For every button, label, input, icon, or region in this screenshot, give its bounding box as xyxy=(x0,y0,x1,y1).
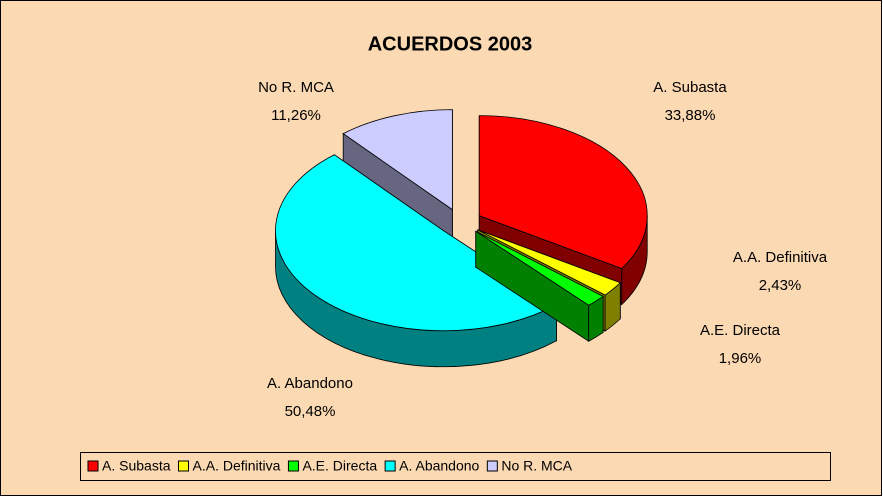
data-label-name: A.E. Directa xyxy=(700,322,781,339)
data-label-value: 33,88% xyxy=(665,107,716,124)
legend-label: No R. MCA xyxy=(501,458,572,474)
legend-label: A.A. Definitiva xyxy=(193,458,281,474)
slice xyxy=(475,230,604,306)
chart-title: ACUERDOS 2003 xyxy=(368,33,533,55)
data-label-name: A. Subasta xyxy=(653,79,727,96)
legend-swatch xyxy=(486,460,498,472)
slice xyxy=(275,154,558,332)
legend-label: A.E. Directa xyxy=(302,458,377,474)
data-label-name: A. Abandono xyxy=(267,375,353,392)
slice xyxy=(342,109,453,211)
legend-swatch xyxy=(287,460,299,472)
legend-label: A. Subasta xyxy=(102,458,171,474)
legend-swatch xyxy=(384,460,396,472)
data-label-name: A.A. Definitiva xyxy=(733,249,828,266)
data-label-value: 1,96% xyxy=(719,350,762,367)
data-label-name: No R. MCA xyxy=(258,79,334,96)
slice xyxy=(478,115,648,269)
legend-swatch xyxy=(87,460,99,472)
data-label-value: 11,26% xyxy=(271,107,321,124)
legend-label: A. Abandono xyxy=(399,458,479,474)
legend-swatch xyxy=(178,460,189,472)
legend-box xyxy=(80,452,831,481)
data-label-value: 2,43% xyxy=(759,277,802,294)
slice xyxy=(477,229,622,296)
data-label-value: 50,48% xyxy=(285,403,336,420)
